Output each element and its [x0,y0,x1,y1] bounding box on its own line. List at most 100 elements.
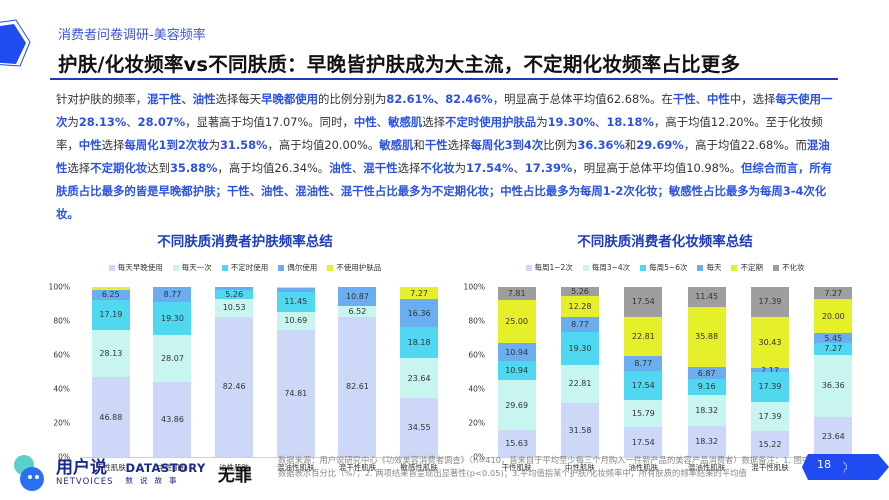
y-tick-label: 20% [468,418,485,428]
bar-segment: 29.69 [497,379,536,431]
bar-segment: 16.36 [400,299,439,328]
highlight-text: 17.39% [524,161,573,175]
legend-label: 每天 [706,263,722,272]
bar-column: 43.86 28.07 19.30 8.77 中性肌肤 [142,287,204,472]
bar-segment: 17.39 [750,401,789,432]
x-axis-line [80,457,450,458]
chart-title: 不同肤质消费者化妆频率总结 [577,234,753,250]
legend-swatch-icon [108,264,115,271]
stacked-bar: 46.88 28.13 17.19 6.25 [91,287,130,457]
body-text-segment: ，高于均值26.34%。 [217,161,330,175]
highlight-text: 36.36% [577,138,625,152]
body-text-segment: 达到 [147,161,170,175]
bar-column: 15.63 29.69 10.94 10.94 25.00 7.81 干性肌肤 [485,287,548,472]
bar-segment: 11.45 [276,292,315,312]
legend-swatch-icon [327,264,334,271]
body-text-segment: ，高于均值20.00%。 [267,138,380,152]
legend-item: 不定期 [731,262,763,273]
datastory-cn-text: 数说故事 [125,475,184,485]
bar-segment: 7.81 [497,287,536,301]
y-tick-label: 40% [468,384,485,394]
bar-segment: 8.77 [560,316,599,332]
body-text-segment: 为 [454,161,466,175]
bar-group: 15.63 29.69 10.94 10.94 25.00 7.81 干性肌肤 31.58 22… [485,287,865,472]
bar-segment: 5.45 [814,333,853,343]
stacked-bar: 17.54 15.79 17.54 8.77 22.81 17.54 [624,287,663,457]
bar-segment: 8.77 [153,287,192,302]
bar-segment: 8.77 [624,355,663,371]
x-tick-label: 干性肌肤 [501,463,532,472]
bar-segment: 15.79 [624,400,663,428]
highlight-text: 干性 [672,92,696,106]
highlight-text: 但综合而言，所有肤质占比最多的皆是早晚都护肤；干性、油性、混油性、混干性占比最多… [56,161,833,221]
bar-segment: 11.45 [687,287,726,307]
x-tick-label: 混油性肌肤 [277,463,315,472]
x-tick-label: 油性肌肤 [219,463,250,472]
legend-swatch-icon [640,264,647,271]
y-tick-label: 60% [53,350,70,360]
bar-segment: 22.81 [624,316,663,356]
bar-segment: 17.54 [624,370,663,401]
stacked-bar: 15.63 29.69 10.94 10.94 25.00 7.81 [497,287,536,457]
bar-segment: 35.88 [687,306,726,368]
section-subtitle: 消费者问卷调研-美容频率 [58,28,206,43]
bar-segment: 17.54 [624,287,663,317]
stacked-bar: 43.86 28.07 19.30 8.77 [153,287,192,457]
y-tick-label: 40% [53,384,70,394]
datastory-text: DATASTORY [125,460,206,475]
highlight-text: 混干性、油性 [147,92,216,106]
highlight-text: 每周化3到4次 [470,138,544,152]
body-text-segment: ，高于均值22.68%。而 [683,138,807,152]
bar-segment: 6.52 [338,305,377,317]
body-text-segment: 选择 [67,161,91,175]
bar-segment: 7.27 [814,342,853,355]
body-text-segment: 、 [126,115,138,129]
legend-item: 不化妆 [772,262,804,273]
legend-item: 偶尔使用 [278,262,317,273]
bar-column: 17.54 15.79 17.54 8.77 22.81 17.54 油性肌肤 [612,287,675,472]
body-text-segment: ，显著高于均值17.07%。同时， [185,115,354,129]
bar-segment: 23.64 [814,416,853,457]
legend-swatch-icon [731,264,738,271]
legend-swatch-icon [697,264,704,271]
bar-segment: 10.94 [497,342,536,362]
bar-column: 82.46 10.53 5.26 油性肌肤 [203,287,265,472]
bar-segment: 10.94 [497,361,536,380]
legend-label: 不定期 [740,263,763,272]
bar-column: 46.88 28.13 17.19 6.25 干性肌肤 [80,287,142,472]
x-tick-label: 干性肌肤 [95,463,126,472]
datastory-logo: DATASTORY 数说故事 [126,461,206,486]
x-tick-label: 中性肌肤 [564,463,595,472]
legend-label: 每天早晚使用 [117,263,163,272]
highlight-text: 29.69% [636,138,684,152]
hexagon-decoration-icon [0,19,31,67]
bar-segment: 18.32 [687,394,726,426]
footer-logos: 用户说 NETVOICES DATASTORY 数说故事 无罪 [10,450,252,496]
highlight-text: 19.30% [547,115,596,129]
chart-legend: 每天早晚使用 每天一次 不定时使用 偶尔使用 不使用护肤品 [40,262,450,273]
bar-segment: 36.36 [814,355,853,417]
body-text-segment: 选择 [422,115,446,129]
legend-label: 偶尔使用 [287,263,318,272]
legend-item: 每周1~2次 [525,262,573,273]
stacked-bar: 34.55 23.64 18.18 16.36 7.27 [400,287,439,457]
makeup-frequency-chart: 不同肤质消费者化妆频率总结 每周1~2次 每周3~4次 每周5~6次 每天 不定期 不化妆… [455,230,875,472]
y-tick-label: 0% [58,452,70,462]
logo-text-en: NETVOICES [56,477,114,487]
y-tick-label: 60% [468,350,485,360]
y-axis: 0% 20% 40% 60% 80% 100% [40,283,70,462]
bar-segment: 43.86 [153,382,192,457]
bar-segment: 17.19 [91,300,130,330]
chevron-right-icon[interactable] [838,454,889,480]
highlight-text: 不定时使用护肤品 [445,115,537,129]
legend-item: 每天一次 [172,262,212,273]
bar-segment: 20.00 [814,299,853,334]
legend-swatch-icon [772,264,779,271]
body-text-segment: 、 [595,115,607,129]
body-text-segment: 针对护肤的频率， [56,92,148,106]
highlight-text: 每周化1到2次妆 [124,138,209,152]
bar-segment: 7.27 [814,287,853,300]
body-text-segment: 选择 [101,138,125,152]
legend-item: 每周5~6次 [640,262,687,273]
bar-segment: 22.81 [560,364,599,404]
